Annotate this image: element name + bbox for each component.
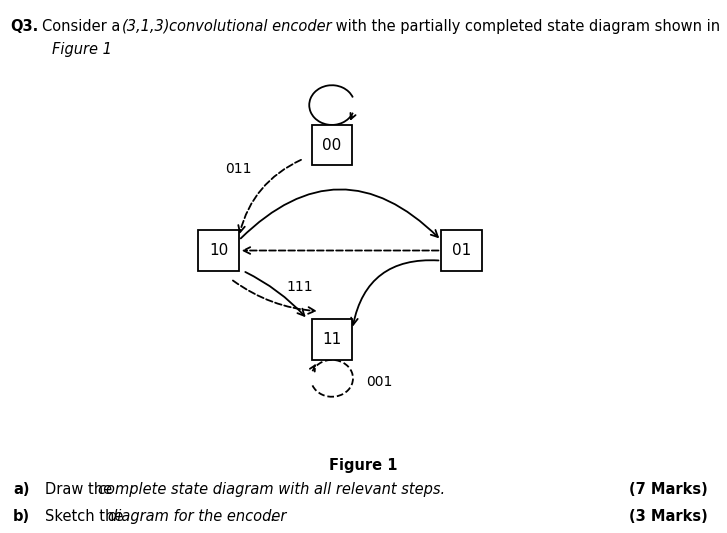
Text: b): b) [13,509,31,524]
Text: (3,1,3): (3,1,3) [122,19,171,34]
Text: Sketch the: Sketch the [45,509,128,524]
Text: Draw the: Draw the [45,482,117,497]
FancyBboxPatch shape [312,319,352,360]
FancyBboxPatch shape [441,230,482,271]
Text: (7 Marks): (7 Marks) [629,482,707,497]
Text: with the partially completed state diagram shown in: with the partially completed state diagr… [331,19,720,34]
Text: 10: 10 [209,243,228,258]
Text: 011: 011 [225,163,252,176]
Text: Consider a: Consider a [42,19,125,34]
FancyArrowPatch shape [233,280,315,314]
Text: .: . [269,509,274,524]
FancyBboxPatch shape [198,230,238,271]
Text: Figure 1: Figure 1 [329,458,398,473]
Text: (3 Marks): (3 Marks) [629,509,707,524]
FancyArrowPatch shape [351,260,438,325]
Text: 01: 01 [452,243,471,258]
FancyArrowPatch shape [241,189,438,238]
Text: complete state diagram with all relevant steps.: complete state diagram with all relevant… [98,482,445,497]
Text: 001: 001 [366,375,393,390]
FancyArrowPatch shape [245,272,305,316]
Text: convolutional encoder: convolutional encoder [169,19,332,34]
FancyArrowPatch shape [244,247,438,254]
Text: 111: 111 [286,280,313,294]
Text: a): a) [13,482,30,497]
Text: diagram for the encoder: diagram for the encoder [108,509,286,524]
Text: 11: 11 [322,332,342,347]
FancyBboxPatch shape [312,125,352,165]
FancyArrowPatch shape [238,160,301,232]
Text: Figure 1: Figure 1 [52,42,112,56]
Text: Q3.: Q3. [10,19,39,34]
Text: 00: 00 [322,138,342,152]
